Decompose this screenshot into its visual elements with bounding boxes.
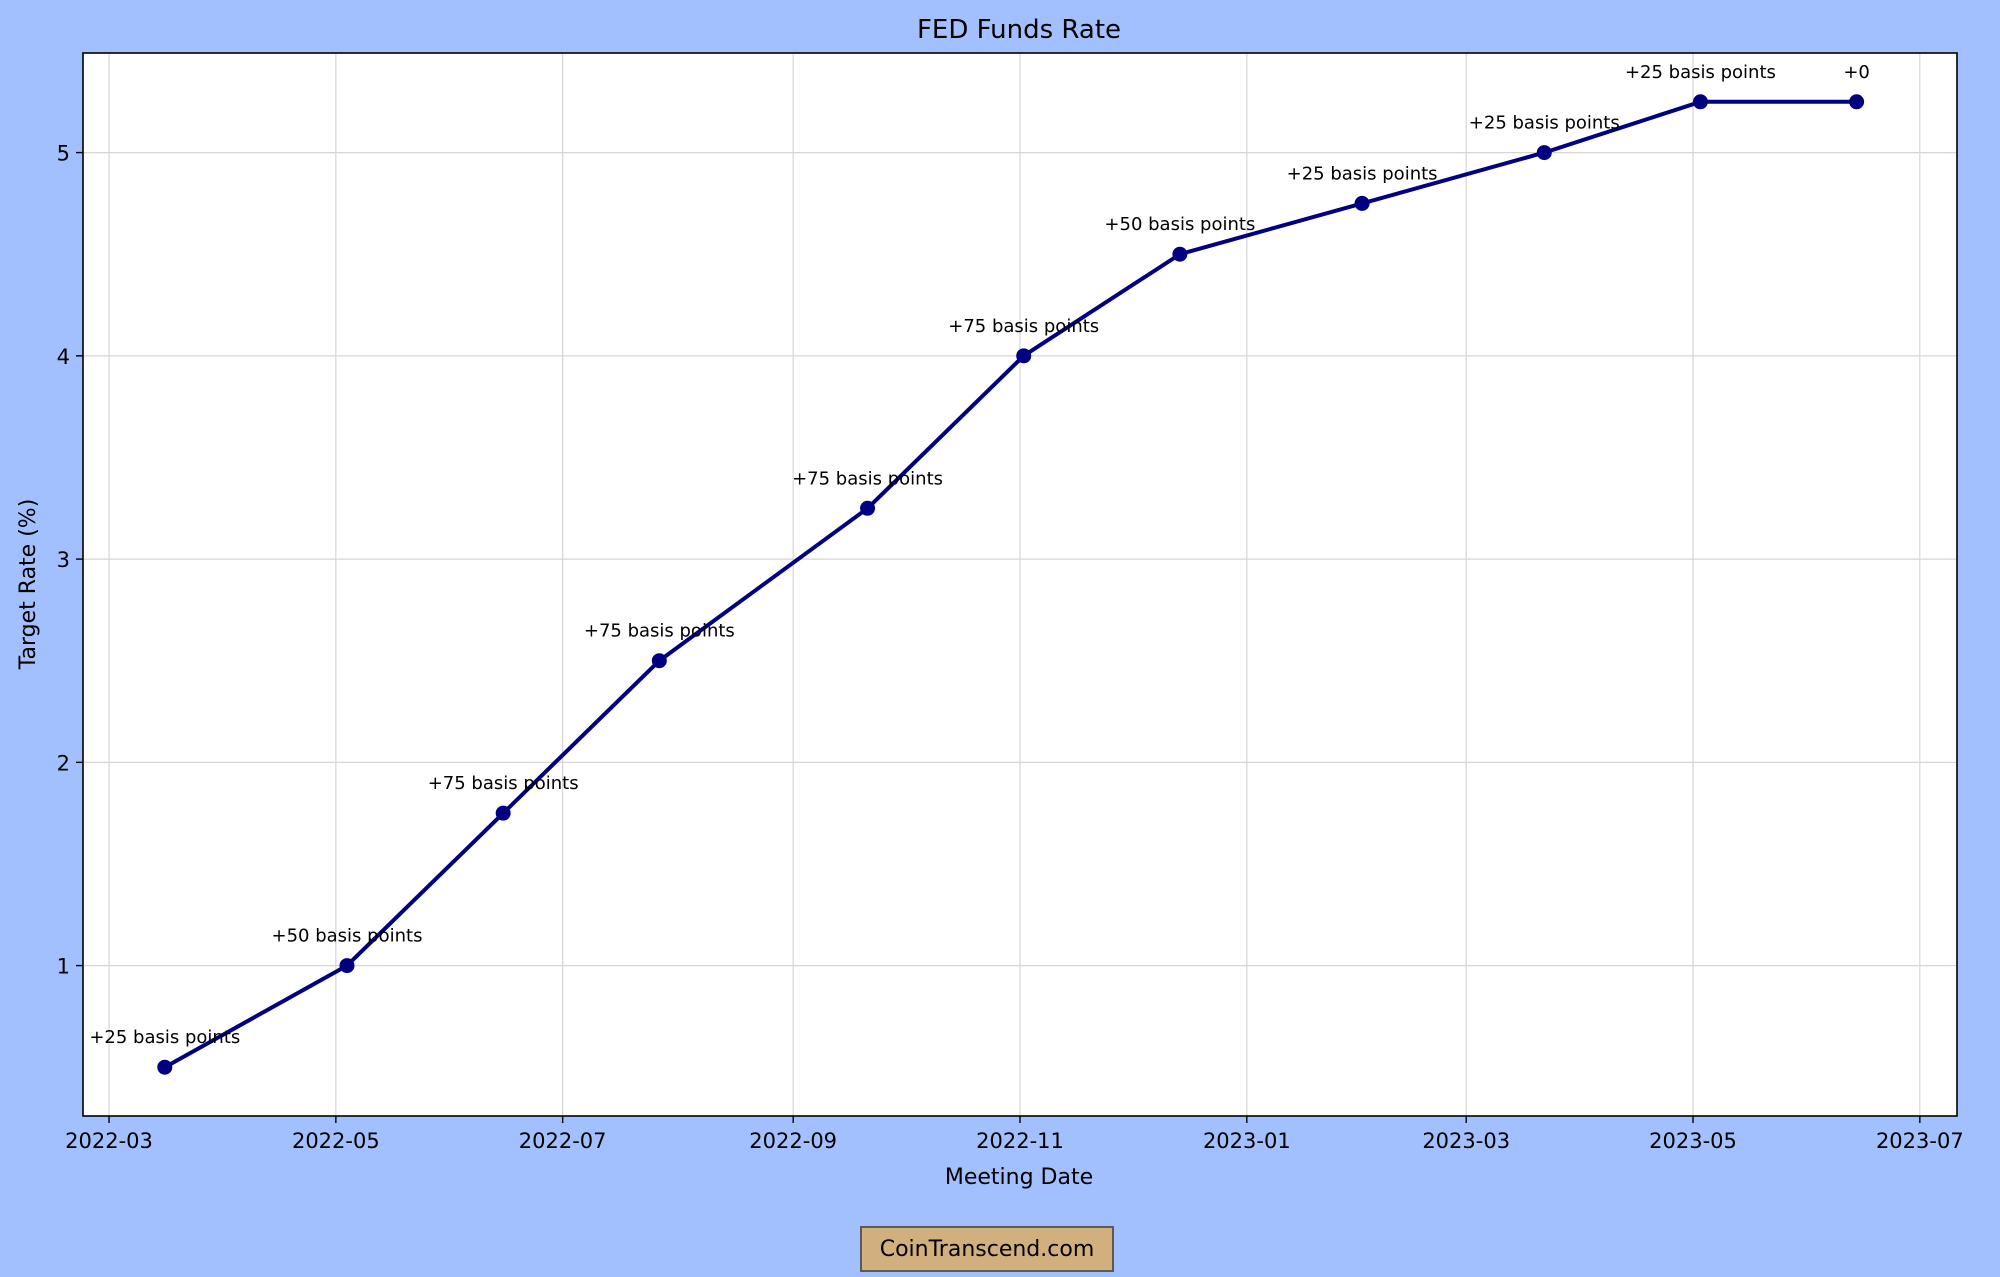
- data-point: [157, 1059, 173, 1075]
- data-label: +50 basis points: [1104, 214, 1255, 235]
- data-label: +0: [1843, 62, 1870, 83]
- data-label: +75 basis points: [948, 316, 1099, 337]
- y-tick-label: 3: [57, 548, 70, 572]
- data-point: [1692, 94, 1708, 110]
- data-label: +25 basis points: [89, 1027, 240, 1048]
- x-tick-label: 2023-05: [1649, 1129, 1737, 1153]
- data-point: [1172, 246, 1188, 262]
- data-label: +50 basis points: [272, 926, 423, 947]
- data-point: [495, 805, 511, 821]
- x-tick-label: 2022-11: [976, 1129, 1064, 1153]
- data-label: +25 basis points: [1625, 62, 1776, 83]
- data-series: +25 basis points +50 basis points +75 basi…: [89, 62, 1870, 1075]
- data-label: +25 basis points: [1469, 113, 1620, 134]
- x-tick-label: 2022-03: [65, 1129, 153, 1153]
- x-tick-label: 2023-07: [1876, 1129, 1964, 1153]
- x-axis-label: Meeting Date: [945, 1165, 1093, 1190]
- data-point: [860, 500, 876, 516]
- x-tick-label: 2023-03: [1422, 1129, 1510, 1153]
- data-point: [651, 653, 667, 669]
- data-label: +75 basis points: [584, 621, 735, 642]
- y-tick-label: 2: [57, 751, 70, 775]
- data-point: [1354, 195, 1370, 211]
- data-label: +75 basis points: [792, 468, 943, 489]
- x-tick-label: 2022-07: [519, 1129, 607, 1153]
- data-label: +75 basis points: [428, 773, 579, 794]
- y-tick-label: 4: [57, 345, 70, 369]
- data-label: +25 basis points: [1287, 163, 1438, 184]
- x-tick-label: 2023-01: [1203, 1129, 1291, 1153]
- ticks: 2022-03 2022-05 2022-07 2022-09 2022-11 2023-…: [57, 142, 1964, 1153]
- x-tick-label: 2022-09: [749, 1129, 837, 1153]
- data-point: [1849, 94, 1865, 110]
- data-point: [339, 958, 355, 974]
- data-point: [1016, 348, 1032, 364]
- watermark-badge: CoinTranscend.com: [860, 1226, 1114, 1272]
- y-tick-label: 5: [57, 142, 70, 166]
- y-axis-label: Target Rate (%): [16, 499, 41, 671]
- y-tick-label: 1: [57, 955, 70, 979]
- x-tick-label: 2022-05: [292, 1129, 380, 1153]
- chart-title: FED Funds Rate: [917, 15, 1121, 45]
- data-point: [1536, 145, 1552, 161]
- grid: [83, 53, 1957, 1116]
